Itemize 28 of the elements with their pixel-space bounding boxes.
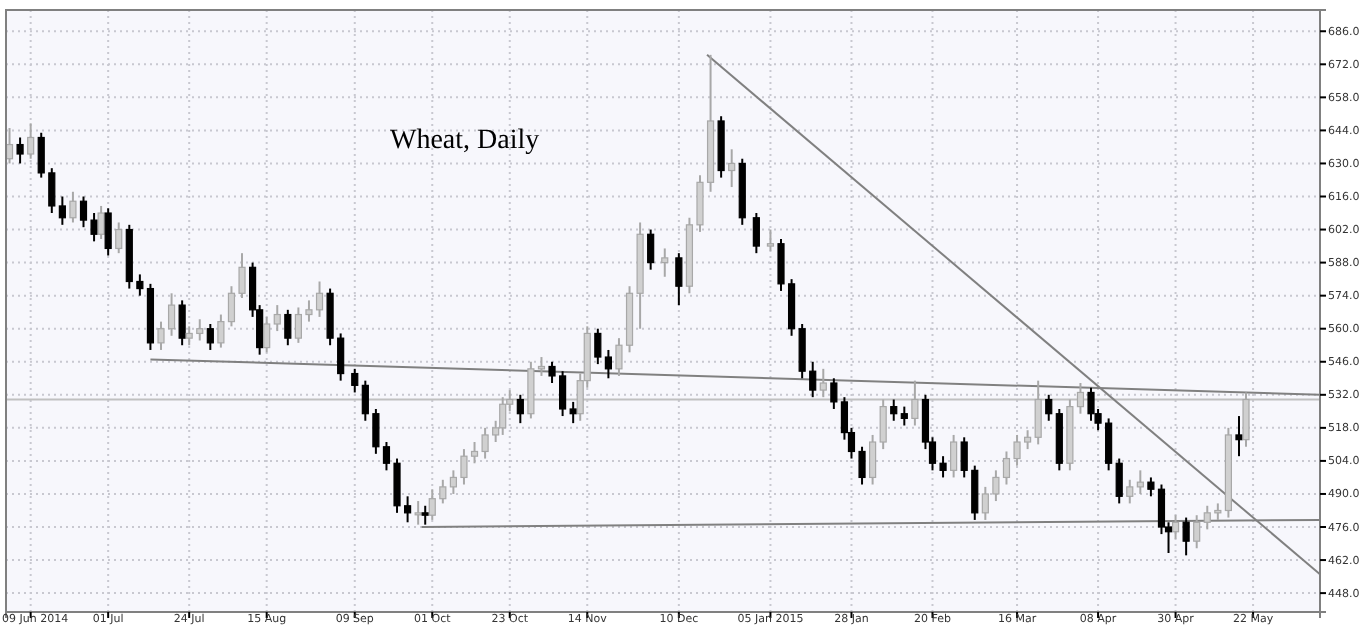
candlestick xyxy=(604,348,612,380)
candlestick xyxy=(16,136,24,165)
candlestick xyxy=(69,190,77,224)
candlestick xyxy=(890,398,898,422)
candlestick xyxy=(819,367,827,399)
candlestick xyxy=(594,327,602,366)
candlestick xyxy=(273,304,281,333)
candlestick xyxy=(516,393,524,425)
candlestick xyxy=(97,204,105,240)
candlestick xyxy=(421,504,429,526)
candlestick xyxy=(675,252,683,307)
candlestick xyxy=(1235,415,1243,458)
candlestick xyxy=(647,228,655,271)
candlestick xyxy=(284,308,292,347)
candlestick xyxy=(178,299,186,347)
candlestick xyxy=(414,500,422,526)
candlestick xyxy=(1045,393,1053,422)
candlestick xyxy=(752,212,760,255)
candlestick xyxy=(104,207,112,257)
candlestick xyxy=(1182,516,1190,557)
candlestick xyxy=(58,195,66,226)
candlestick xyxy=(206,322,214,351)
candlestick xyxy=(569,400,577,425)
candlestick xyxy=(351,367,359,394)
candlestick xyxy=(1087,386,1095,422)
text: Wheat, Daily xyxy=(390,126,540,156)
candlestick xyxy=(900,405,908,427)
candlestick xyxy=(1115,457,1123,505)
